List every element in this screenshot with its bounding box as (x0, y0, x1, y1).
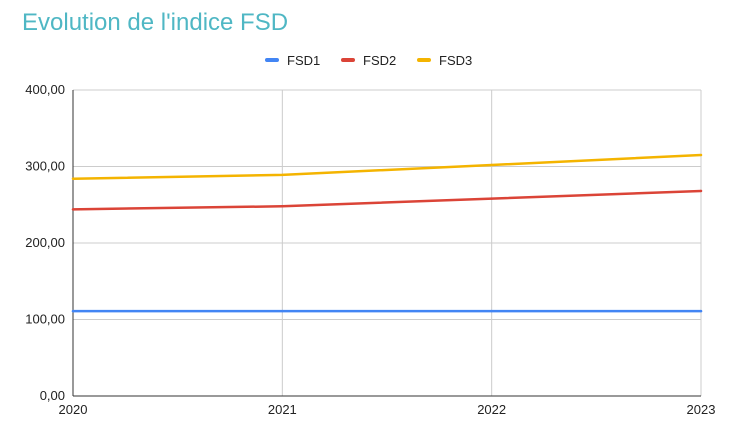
series-lines (71, 153, 703, 313)
data-point-fsd2 (490, 197, 493, 200)
legend-label-fsd2: FSD2 (363, 53, 396, 68)
y-tick-label: 400,00 (25, 82, 65, 97)
y-tick-label: 200,00 (25, 235, 65, 250)
data-point-fsd3 (699, 153, 703, 157)
legend-swatch-fsd1 (265, 58, 279, 62)
data-point-fsd3 (490, 163, 493, 167)
legend-label-fsd3: FSD3 (439, 53, 472, 68)
data-point-fsd1 (490, 309, 493, 313)
y-tick-label: 0,00 (40, 388, 65, 403)
y-tick-label: 100,00 (25, 312, 65, 327)
data-point-fsd2 (71, 208, 75, 211)
data-point-fsd1 (281, 309, 284, 313)
legend-swatch-fsd3 (417, 58, 431, 62)
data-point-fsd3 (281, 173, 284, 177)
x-tick-label: 2022 (477, 402, 506, 417)
data-point-fsd2 (699, 189, 703, 193)
data-point-fsd1 (71, 309, 75, 313)
x-tick-label: 2023 (687, 402, 716, 417)
legend-label-fsd1: FSD1 (287, 53, 320, 68)
x-tick-label: 2020 (59, 402, 88, 417)
legend: FSD1 FSD2 FSD3 (265, 53, 472, 68)
y-tick-label: 300,00 (25, 159, 65, 174)
axes: 0,00 100,00 200,00 300,00 400,00 2020 2021 2022… (25, 82, 715, 417)
data-point-fsd1 (699, 309, 703, 313)
series-line-fsd2 (71, 189, 703, 211)
legend-swatch-fsd2 (341, 58, 355, 62)
x-tick-label: 2021 (268, 402, 297, 417)
chart-title: Evolution de l'indice FSD (22, 9, 289, 36)
grid-lines (73, 89, 702, 396)
data-point-fsd3 (71, 177, 75, 180)
data-point-fsd2 (281, 205, 284, 208)
series-line-fsd3 (71, 153, 703, 180)
